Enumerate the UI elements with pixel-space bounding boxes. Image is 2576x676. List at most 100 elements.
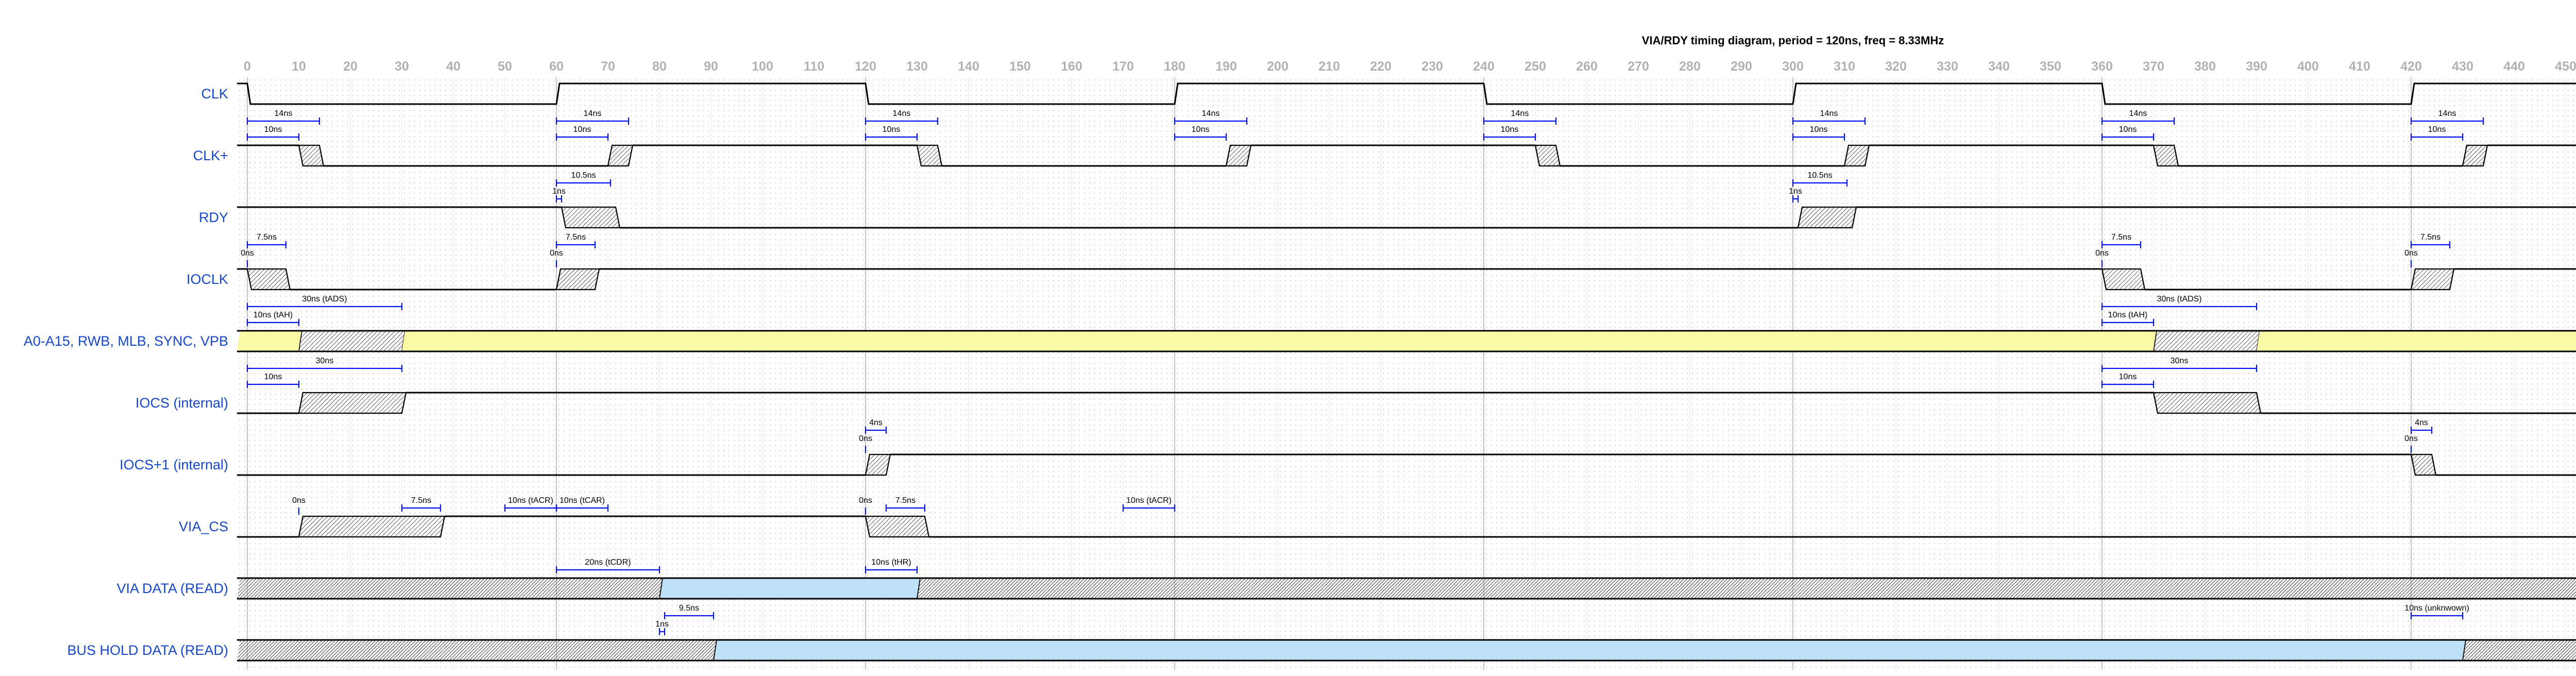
signal-label-clk: CLK [201, 86, 228, 102]
axis-tick-label: 340 [1988, 59, 2010, 74]
axis-tick-label: 320 [1885, 59, 1907, 74]
axis-tick-label: 250 [1524, 59, 1546, 74]
annotation-label: 4ns [2415, 418, 2428, 427]
annotation-label: 0ns [859, 434, 872, 443]
axis-tick-label: 390 [2246, 59, 2267, 74]
axis-tick-label: 260 [1576, 59, 1598, 74]
axis-tick-label: 120 [855, 59, 876, 74]
signal-label-iocs-internal: IOCS (internal) [135, 395, 228, 411]
annotation-label: 7.5ns [2111, 233, 2132, 242]
annotation-label: 0ns [2404, 249, 2418, 258]
annotation-label: 7.5ns [256, 233, 277, 242]
annotation-label: 14ns [583, 109, 602, 118]
annotation-label: 10ns (tAH) [2108, 311, 2148, 319]
axis-tick-label: 280 [1679, 59, 1701, 74]
annotation-label: 10ns (tACR) [1126, 496, 1172, 505]
axis-tick-label: 270 [1628, 59, 1649, 74]
annotation-label: 10ns [264, 373, 282, 381]
annotation-label: 14ns [2438, 109, 2456, 118]
annotation-label: 0ns [241, 249, 254, 258]
axis-tick-label: 80 [652, 59, 667, 74]
annotation-label: 10ns [2428, 125, 2446, 134]
annotation-label: 30ns (tADS) [2157, 295, 2202, 303]
annotation-label: 14ns [1820, 109, 1838, 118]
axis-tick-label: 130 [906, 59, 928, 74]
signal-label-via-data-read: VIA DATA (READ) [116, 581, 228, 596]
annotation-label: 0ns [859, 496, 872, 505]
signal-label-bus-hold-data-read: BUS HOLD DATA (READ) [67, 643, 228, 658]
annotation-label: 14ns [274, 109, 293, 118]
annotation-label: 10ns [2119, 125, 2137, 134]
annotation-label: 0ns [2095, 249, 2109, 258]
axis-tick-label: 160 [1061, 59, 1082, 74]
annotation-label: 10ns [882, 125, 901, 134]
signal-label-via-cs: VIA_CS [178, 519, 228, 534]
annotation-label: 10ns (tHR) [871, 558, 911, 567]
axis-tick-label: 230 [1421, 59, 1443, 74]
axis-tick-label: 240 [1473, 59, 1495, 74]
signal-label-clk: CLK+ [193, 148, 228, 163]
axis-tick-label: 100 [752, 59, 773, 74]
annotation-label: 0ns [292, 496, 306, 505]
annotation-label: 0ns [2404, 434, 2418, 443]
signal-label-a0-a15-rwb-mlb-sync-vpb: A0-A15, RWB, MLB, SYNC, VPB [23, 333, 228, 349]
annotation-label: 10ns [1191, 125, 1210, 134]
axis-tick-label: 300 [1782, 59, 1804, 74]
annotation-label: 30ns [315, 357, 334, 365]
axis-tick-label: 180 [1164, 59, 1185, 74]
annotation-label: 4ns [869, 418, 883, 427]
annotation-label: 10.5ns [571, 171, 596, 180]
axis-tick-label: 70 [601, 59, 615, 74]
axis-tick-label: 60 [549, 59, 564, 74]
axis-tick-label: 220 [1370, 59, 1392, 74]
axis-tick-label: 430 [2452, 59, 2473, 74]
axis-tick-label: 170 [1112, 59, 1134, 74]
annotation-label: 7.5ns [2420, 233, 2441, 242]
annotation-label: 7.5ns [411, 496, 432, 505]
axis-tick-label: 350 [2040, 59, 2061, 74]
annotation-label: 30ns (tADS) [302, 295, 347, 303]
annotation-label: 30ns [2170, 357, 2189, 365]
wave-rdy [237, 206, 2576, 229]
annotation-label: 7.5ns [895, 496, 916, 505]
annotation-label: 20ns (tCDR) [585, 558, 631, 567]
axis-tick-label: 400 [2297, 59, 2319, 74]
axis-tick-label: 0 [244, 59, 251, 74]
wave-via-cs [237, 515, 2576, 538]
axis-tick-label: 380 [2194, 59, 2216, 74]
axis-tick-label: 210 [1318, 59, 1340, 74]
annotation-label: 10ns [2119, 373, 2137, 381]
annotation-label: 10ns [573, 125, 591, 134]
wave-iocs-1-internal [237, 453, 2576, 476]
axis-tick-label: 200 [1267, 59, 1289, 74]
annotation-label: 14ns [892, 109, 911, 118]
wave-clk [237, 82, 2576, 105]
annotation-label: 1ns [1789, 187, 1802, 196]
annotation-label: 7.5ns [565, 233, 586, 242]
axis-tick-label: 150 [1009, 59, 1031, 74]
annotation-label: 10ns [1809, 125, 1828, 134]
axis-tick-label: 90 [704, 59, 718, 74]
annotation-label: 9.5ns [679, 604, 700, 613]
page-title: VIA/RDY timing diagram, period = 120ns, … [1641, 34, 1944, 47]
annotation-label: 10ns [264, 125, 282, 134]
annotation-label: 1ns [655, 620, 669, 629]
axis-tick-label: 30 [395, 59, 409, 74]
wave-clk [237, 144, 2576, 167]
axis-tick-label: 360 [2091, 59, 2113, 74]
wave-ioclk [237, 268, 2576, 291]
axis-tick-label: 330 [1937, 59, 1958, 74]
axis-tick-label: 20 [343, 59, 358, 74]
axis-tick-label: 410 [2349, 59, 2370, 74]
axis-tick-label: 50 [498, 59, 512, 74]
annotation-label: 10ns (tAH) [253, 311, 293, 319]
axis-tick-label: 450 [2555, 59, 2576, 74]
axis-tick-label: 290 [1731, 59, 1752, 74]
annotation-label: 10ns [1500, 125, 1519, 134]
axis-tick-label: 190 [1215, 59, 1237, 74]
annotation-label: 10ns (tCAR) [559, 496, 605, 505]
annotation-label: 10ns (unknwown) [2404, 604, 2469, 613]
axis-tick-label: 110 [803, 59, 825, 74]
